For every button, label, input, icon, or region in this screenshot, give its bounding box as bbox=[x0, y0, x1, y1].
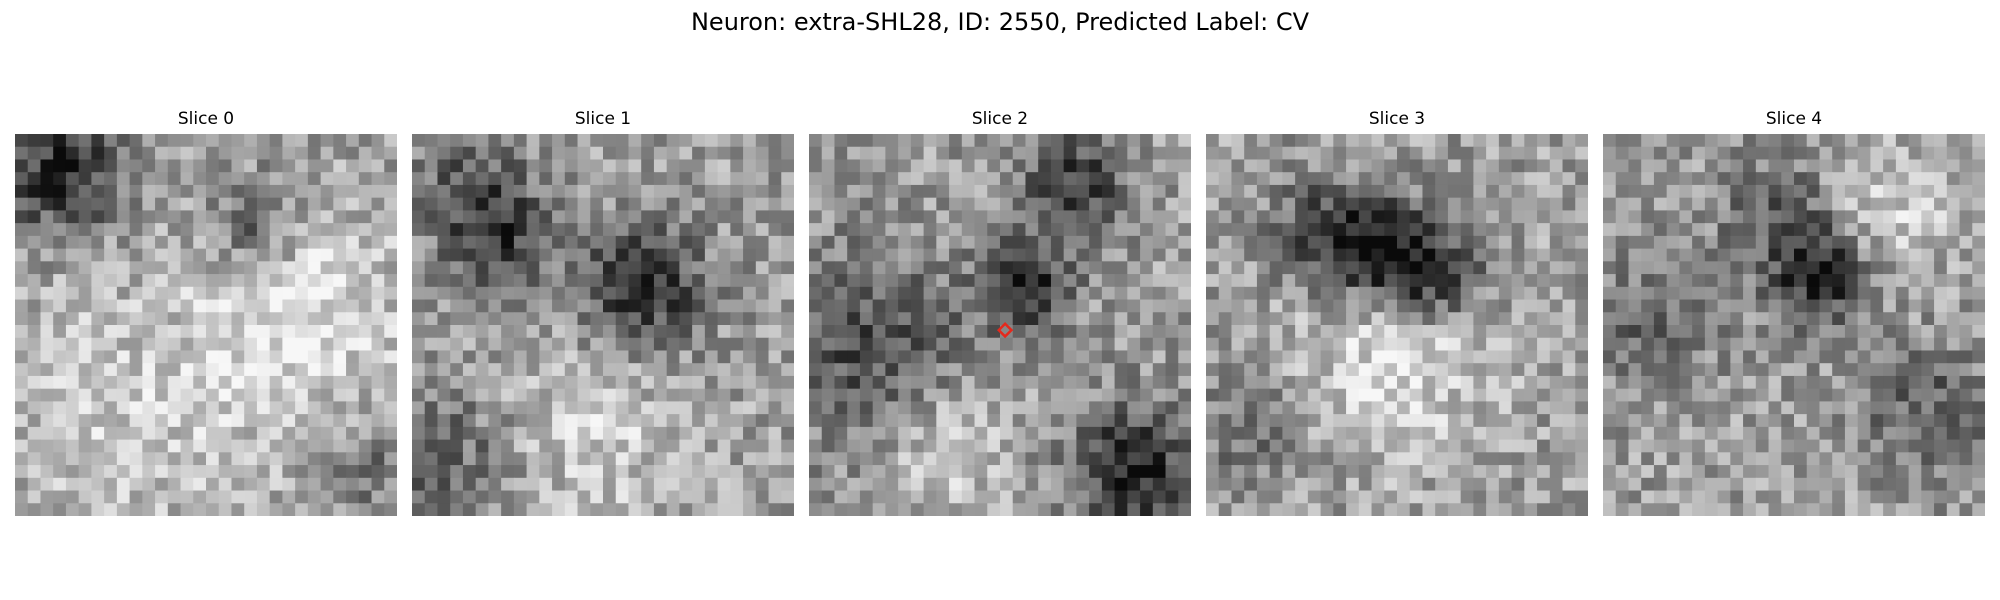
slice-1-image bbox=[412, 134, 794, 516]
slice-0-image bbox=[15, 134, 397, 516]
slice-3-image bbox=[1206, 134, 1588, 516]
panel-title-slice-2: Slice 2 bbox=[971, 109, 1029, 129]
panel-title-slice-1: Slice 1 bbox=[574, 109, 632, 129]
panel-title-slice-4: Slice 4 bbox=[1765, 109, 1823, 129]
panel-title-slice-0: Slice 0 bbox=[177, 109, 235, 129]
figure-title: Neuron: extra-SHL28, ID: 2550, Predicted… bbox=[690, 8, 1310, 36]
slice-4-image bbox=[1603, 134, 1985, 516]
slice-2-image bbox=[809, 134, 1191, 516]
location-marker bbox=[996, 321, 1014, 339]
panel-title-slice-3: Slice 3 bbox=[1368, 109, 1426, 129]
